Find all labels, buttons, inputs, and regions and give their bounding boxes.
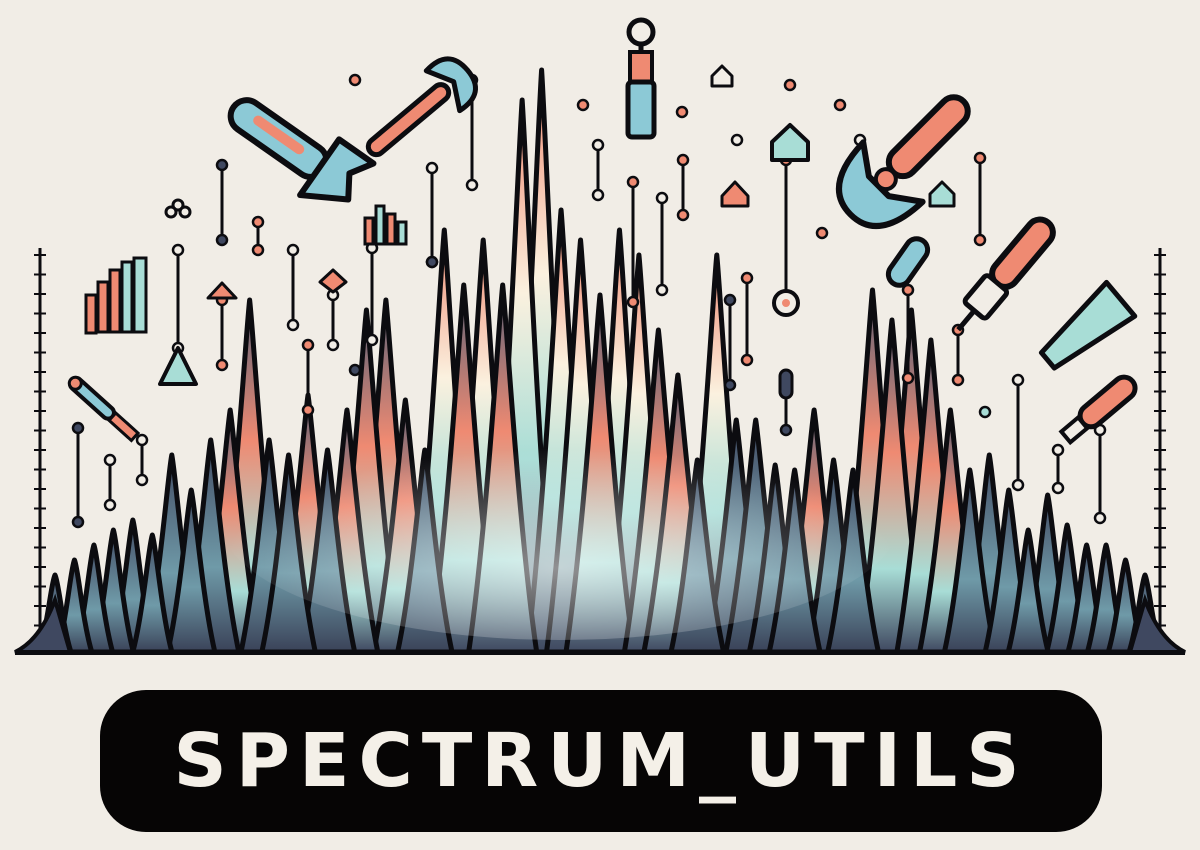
chisel-icon (1038, 279, 1138, 371)
flower-marker-icon (164, 198, 192, 219)
bar-blocks-icon (84, 256, 148, 335)
screwdriver-icon (625, 17, 657, 140)
diamond-marker-icon (318, 268, 348, 294)
diamond-marker-icon (710, 64, 734, 88)
bar-blocks-icon (363, 204, 408, 246)
diamond-marker-icon (720, 180, 750, 208)
triangle-marker-icon (158, 346, 198, 386)
wrench-icon (365, 56, 478, 158)
pliers-icon (67, 375, 141, 443)
title-text: SPECTRUM_UTILS (173, 718, 1029, 804)
diamond-marker-icon (928, 180, 956, 208)
open-end-wrench-icon (835, 94, 971, 230)
screwdriver-icon (1058, 374, 1138, 446)
wrench-icon (227, 97, 377, 203)
title-banner: SPECTRUM_UTILS (100, 690, 1102, 832)
pill-handle-icon (885, 236, 931, 288)
screwdriver-icon (956, 216, 1056, 332)
diamond-marker-icon (770, 123, 810, 162)
triangle-marker-icon (206, 281, 238, 300)
